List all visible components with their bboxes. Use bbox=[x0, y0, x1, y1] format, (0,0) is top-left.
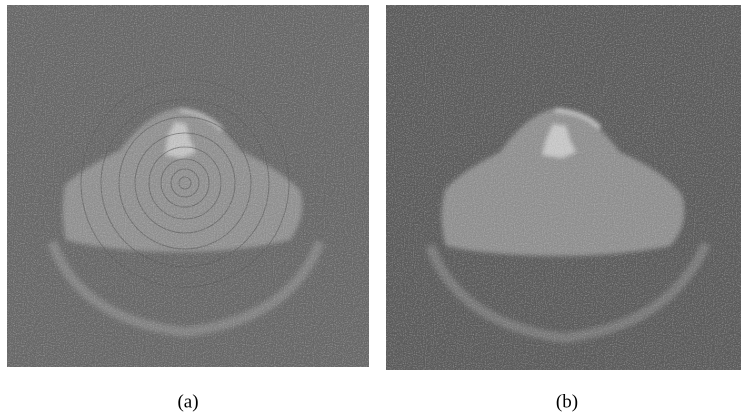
figure: (a) (b) bbox=[0, 0, 741, 419]
panel-a-image bbox=[7, 5, 369, 367]
panel-caption: (b) bbox=[556, 391, 578, 412]
panel-caption: (a) bbox=[177, 391, 198, 412]
panel-b-image bbox=[386, 5, 741, 370]
